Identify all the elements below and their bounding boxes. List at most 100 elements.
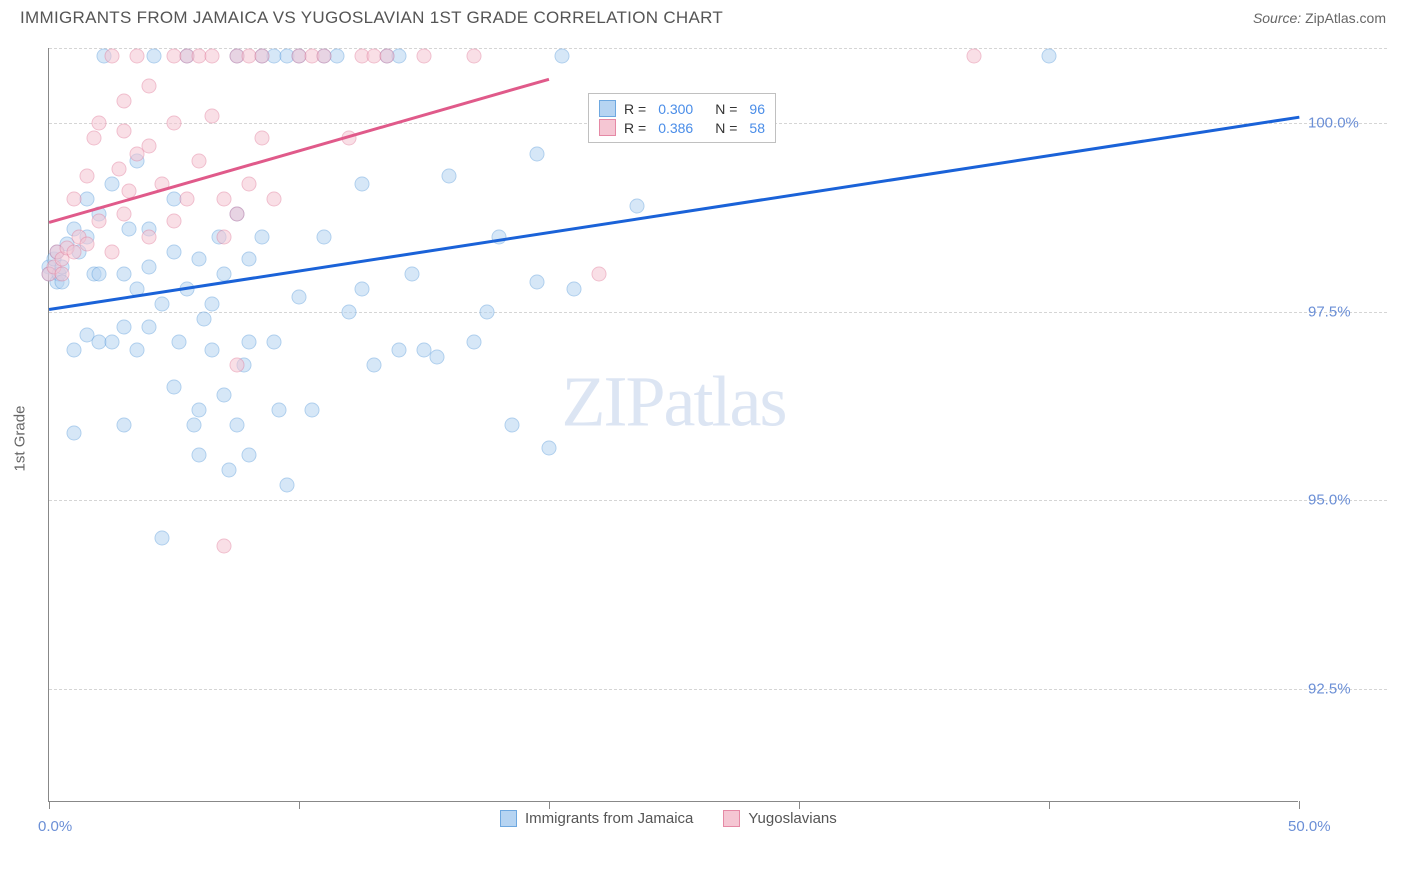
data-point <box>217 538 232 553</box>
gridline <box>49 312 1387 313</box>
data-point <box>129 48 144 63</box>
chart-title: IMMIGRANTS FROM JAMAICA VS YUGOSLAVIAN 1… <box>20 8 723 28</box>
data-point <box>142 259 157 274</box>
data-point <box>529 274 544 289</box>
legend-r-value: 0.300 <box>658 101 693 117</box>
data-point <box>204 342 219 357</box>
legend-swatch <box>723 810 740 827</box>
data-point <box>217 229 232 244</box>
legend-row: R = 0.300 N = 96 <box>599 100 765 117</box>
data-point <box>367 357 382 372</box>
data-point <box>967 48 982 63</box>
data-point <box>317 229 332 244</box>
data-point <box>392 342 407 357</box>
data-point <box>142 139 157 154</box>
data-point <box>254 131 269 146</box>
series-legend-item: Immigrants from Jamaica <box>500 810 693 827</box>
data-point <box>429 350 444 365</box>
data-point <box>142 78 157 93</box>
data-point <box>204 48 219 63</box>
legend-r-label: R = <box>624 101 646 117</box>
y-tick-label: 97.5% <box>1308 303 1351 320</box>
watermark-atlas: atlas <box>664 361 786 441</box>
data-point <box>254 48 269 63</box>
data-point <box>117 267 132 282</box>
data-point <box>442 169 457 184</box>
data-point <box>272 402 287 417</box>
data-point <box>592 267 607 282</box>
data-point <box>147 48 162 63</box>
data-point <box>167 116 182 131</box>
data-point <box>104 335 119 350</box>
data-point <box>467 48 482 63</box>
data-point <box>404 267 419 282</box>
data-point <box>79 237 94 252</box>
data-point <box>542 440 557 455</box>
watermark-zip: ZIP <box>562 361 664 441</box>
data-point <box>217 387 232 402</box>
data-point <box>242 252 257 267</box>
series-legend: Immigrants from Jamaica Yugoslavians <box>500 810 837 827</box>
data-point <box>92 267 107 282</box>
data-point <box>467 335 482 350</box>
data-point <box>217 191 232 206</box>
data-point <box>67 191 82 206</box>
x-tick <box>799 801 800 809</box>
data-point <box>154 531 169 546</box>
x-tick <box>49 801 50 809</box>
data-point <box>479 304 494 319</box>
legend-row: R =0.386N =58 <box>599 119 765 136</box>
x-tick <box>299 801 300 809</box>
data-point <box>242 335 257 350</box>
data-point <box>142 229 157 244</box>
data-point <box>192 448 207 463</box>
data-point <box>154 297 169 312</box>
data-point <box>104 176 119 191</box>
data-point <box>554 48 569 63</box>
data-point <box>117 93 132 108</box>
gridline <box>49 689 1387 690</box>
data-point <box>204 108 219 123</box>
y-axis-label: 1st Grade <box>12 406 29 472</box>
data-point <box>242 448 257 463</box>
series-name: Immigrants from Jamaica <box>525 810 693 827</box>
data-point <box>167 214 182 229</box>
y-tick-label: 95.0% <box>1308 492 1351 509</box>
data-point <box>417 48 432 63</box>
data-point <box>354 176 369 191</box>
data-point <box>317 48 332 63</box>
x-tick-label: 50.0% <box>1288 818 1331 835</box>
data-point <box>204 297 219 312</box>
data-point <box>192 402 207 417</box>
data-point <box>242 176 257 191</box>
data-point <box>122 221 137 236</box>
data-point <box>229 206 244 221</box>
data-point <box>629 199 644 214</box>
series-name: Yugoslavians <box>748 810 836 827</box>
data-point <box>67 342 82 357</box>
chart-container: ZIPatlas R =0.300N =96R =0.386N =58 92.5… <box>48 48 1386 802</box>
correlation-legend: R = 0.300 N = 96 R =0.386N =58 <box>588 93 776 143</box>
data-point <box>92 214 107 229</box>
x-tick-label: 0.0% <box>38 818 72 835</box>
legend-n-value: 96 <box>749 101 765 117</box>
series-legend-item: Yugoslavians <box>723 810 836 827</box>
gridline <box>49 500 1387 501</box>
legend-n-label: N = <box>715 120 737 136</box>
x-tick <box>1049 801 1050 809</box>
data-point <box>229 357 244 372</box>
data-point <box>267 191 282 206</box>
legend-n-label: N = <box>715 101 737 117</box>
data-point <box>54 267 69 282</box>
data-point <box>222 463 237 478</box>
x-tick <box>549 801 550 809</box>
legend-r-label: R = <box>624 120 646 136</box>
y-tick-label: 100.0% <box>1308 115 1359 132</box>
data-point <box>167 244 182 259</box>
watermark: ZIPatlas <box>562 360 786 443</box>
data-point <box>342 304 357 319</box>
data-point <box>92 116 107 131</box>
x-tick <box>1299 801 1300 809</box>
data-point <box>567 282 582 297</box>
data-point <box>529 146 544 161</box>
